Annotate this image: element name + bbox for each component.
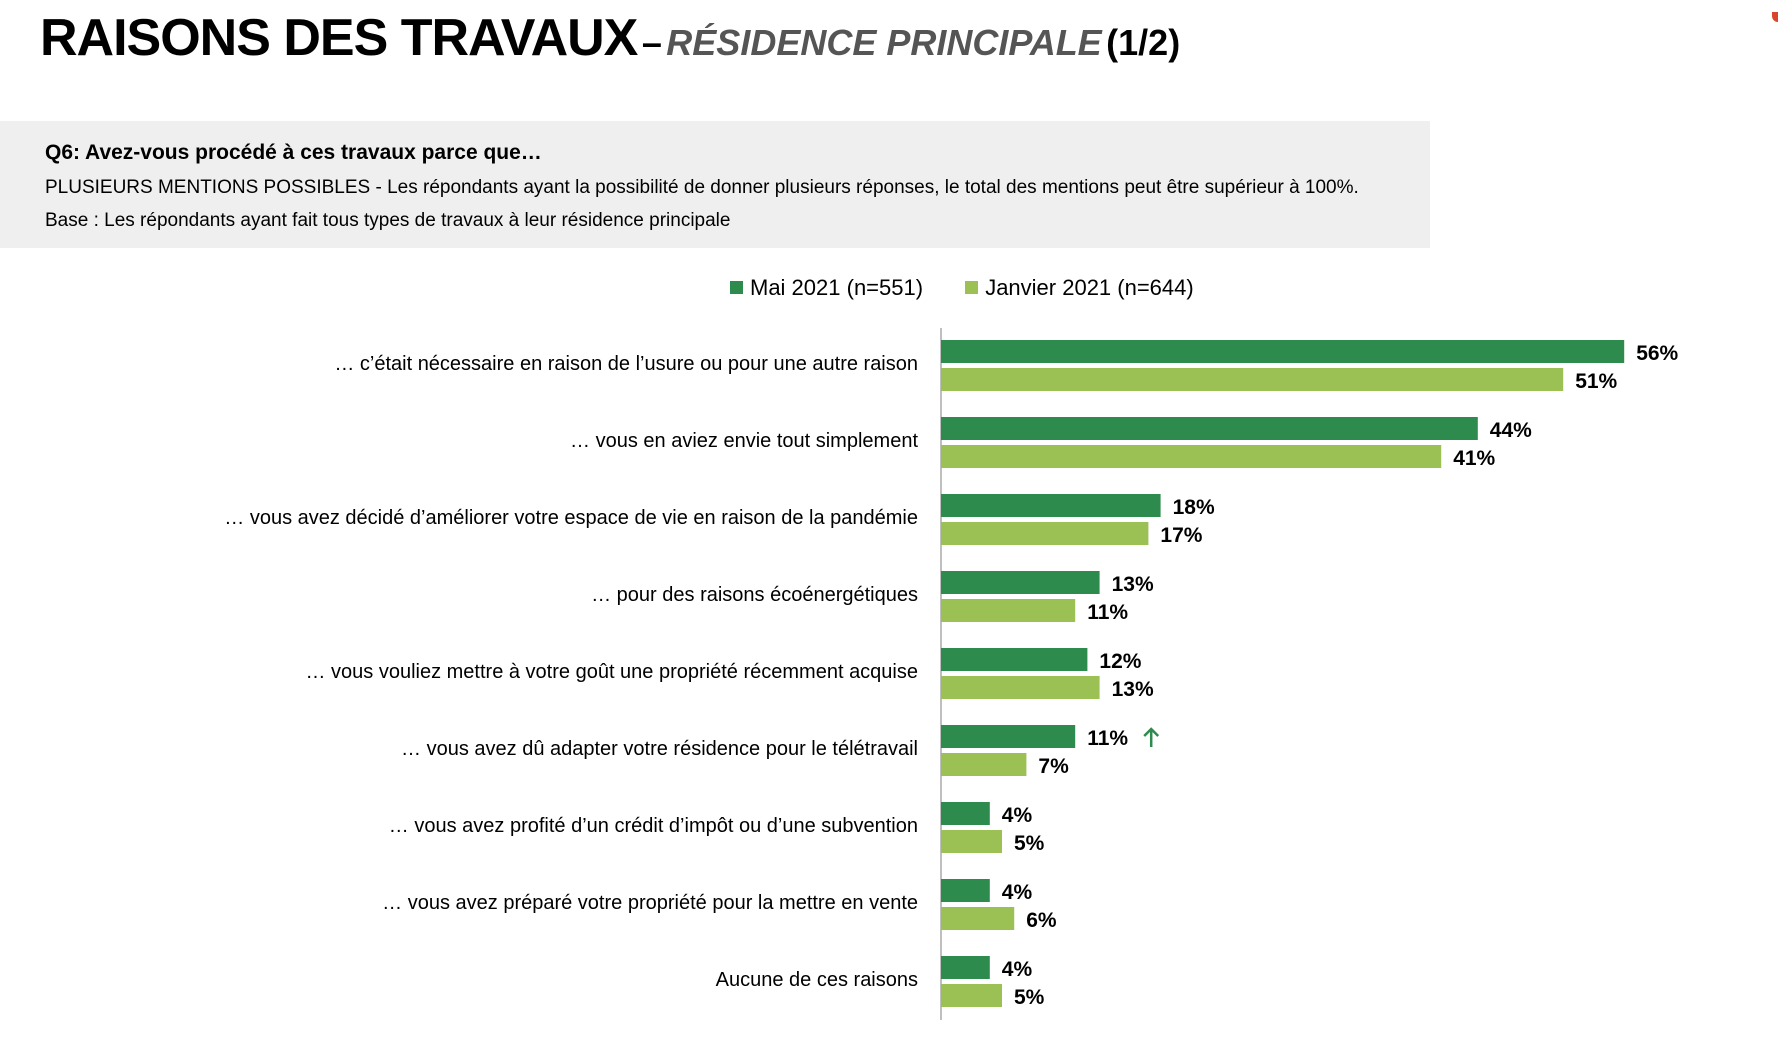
data-label: 4% xyxy=(1002,804,1033,827)
question-note: PLUSIEURS MENTIONS POSSIBLES - Les répon… xyxy=(45,177,1359,198)
data-label: 13% xyxy=(1112,573,1154,596)
title-separator: – xyxy=(641,22,662,63)
data-label: 12% xyxy=(1099,650,1141,673)
bar-series-1 xyxy=(941,879,990,902)
legend-label-series-2: Janvier 2021 (n=644) xyxy=(985,274,1194,300)
data-label: 5% xyxy=(1014,986,1045,1009)
legend-swatch-series-2 xyxy=(965,281,979,294)
bar-series-2 xyxy=(941,907,1015,930)
question-base: Base : Les répondants ayant fait tous ty… xyxy=(45,210,731,231)
data-label: 44% xyxy=(1490,419,1532,442)
data-label: 56% xyxy=(1636,342,1678,365)
bar-series-2 xyxy=(941,522,1149,545)
data-label: 7% xyxy=(1038,755,1069,778)
bar-series-1 xyxy=(941,571,1100,594)
legend-swatch-series-1 xyxy=(730,281,743,294)
title-main: RAISONS DES TRAVAUX xyxy=(40,9,638,67)
accent-mark xyxy=(1772,12,1778,22)
page-title: RAISONS DES TRAVAUX – RÉSIDENCE PRINCIPA… xyxy=(40,8,1180,68)
title-part: (1/2) xyxy=(1106,22,1181,63)
category-label: … vous avez dû adapter votre résidence p… xyxy=(401,738,918,760)
data-label: 6% xyxy=(1026,909,1057,932)
bar-series-2 xyxy=(941,676,1100,699)
question-text: Q6: Avez-vous procédé à ces travaux parc… xyxy=(45,141,542,164)
bar-series-2 xyxy=(941,599,1076,622)
title-subtitle: RÉSIDENCE PRINCIPALE xyxy=(666,22,1102,63)
bar-series-2 xyxy=(941,984,1002,1007)
bar-series-2 xyxy=(941,445,1442,468)
data-label: 13% xyxy=(1112,678,1154,701)
data-label: 17% xyxy=(1160,524,1202,547)
category-label: Aucune de ces raisons xyxy=(715,969,918,991)
chart-legend: Mai 2021 (n=551) Janvier 2021 (n=644) xyxy=(730,274,1230,301)
category-label: … pour des raisons écoénergétiques xyxy=(591,584,918,606)
bar-series-2 xyxy=(941,753,1027,776)
category-label: … vous avez profité d’un crédit d’impôt … xyxy=(388,815,918,837)
bar-series-1 xyxy=(941,340,1625,363)
bar-series-1 xyxy=(941,494,1161,517)
question-box: Q6: Avez-vous procédé à ces travaux parc… xyxy=(0,121,1430,248)
category-label: … vous en aviez envie tout simplement xyxy=(570,430,918,452)
legend-item-series-2: Janvier 2021 (n=644) xyxy=(965,275,1194,301)
category-label: … vous vouliez mettre à votre goût une p… xyxy=(305,661,918,683)
data-label: 41% xyxy=(1453,447,1495,470)
bar-series-2 xyxy=(941,368,1564,391)
category-label: … vous avez préparé votre propriété pour… xyxy=(382,892,918,914)
data-label: 11% xyxy=(1087,727,1128,750)
data-label: 5% xyxy=(1014,832,1045,855)
bar-series-1 xyxy=(941,956,990,979)
category-label: … c’était nécessaire en raison de l’usur… xyxy=(334,353,918,375)
up-arrow-icon xyxy=(1143,727,1160,747)
bar-series-1 xyxy=(941,725,1076,748)
data-label: 18% xyxy=(1173,496,1215,519)
data-label: 4% xyxy=(1002,881,1033,904)
legend-item-series-1: Mai 2021 (n=551) xyxy=(730,275,923,301)
bar-series-2 xyxy=(941,830,1002,853)
bar-series-1 xyxy=(941,802,990,825)
data-label: 4% xyxy=(1002,958,1033,981)
category-label: … vous avez décidé d’améliorer votre esp… xyxy=(224,507,918,529)
legend-label-series-1: Mai 2021 (n=551) xyxy=(750,274,924,300)
data-label: 11% xyxy=(1087,601,1128,624)
bar-series-1 xyxy=(941,648,1088,671)
data-label: 51% xyxy=(1575,370,1617,393)
bar-series-1 xyxy=(941,417,1478,440)
